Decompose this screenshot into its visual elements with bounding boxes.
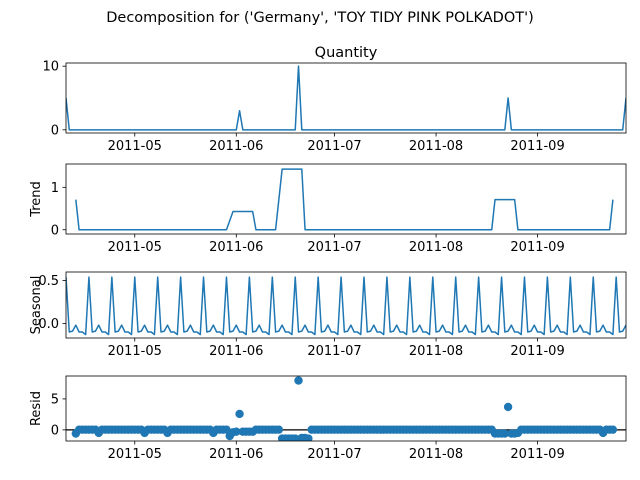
x-tick-label: 2011-08 bbox=[409, 344, 463, 359]
x-tick-label: 2011-07 bbox=[307, 447, 361, 462]
panel-title: Quantity bbox=[315, 45, 378, 61]
series-line bbox=[66, 65, 626, 131]
x-tick-label: 2011-09 bbox=[510, 240, 564, 255]
y-tick-label: 0 bbox=[51, 223, 59, 238]
panels: 2011-05 2011-06 2011-07 2011-08 2011-09010Qu… bbox=[29, 45, 627, 462]
x-tick-label: 2011-09 bbox=[510, 344, 564, 359]
series-group bbox=[66, 376, 626, 441]
resid-point bbox=[294, 376, 303, 385]
axes-frame bbox=[65, 271, 627, 339]
resid-point bbox=[503, 402, 513, 412]
y-tick-label: 0 bbox=[51, 423, 59, 438]
x-tick-label: 2011-07 bbox=[307, 240, 361, 255]
axes-frame bbox=[65, 375, 627, 442]
x-tick-label: 2011-06 bbox=[209, 344, 263, 359]
resid-point bbox=[291, 434, 300, 441]
x-tick-label: 2011-08 bbox=[409, 139, 463, 154]
panel-3: 2011-05 2011-06 2011-07 2011-08 2011-09 0 5 Res… bbox=[29, 375, 627, 462]
y-tick-label: 5 bbox=[51, 392, 59, 407]
series-group bbox=[66, 65, 626, 131]
resid-point bbox=[304, 434, 313, 441]
series-line bbox=[75, 168, 614, 231]
resid-point bbox=[608, 425, 618, 434]
x-tick-label: 2011-06 bbox=[209, 240, 263, 255]
x-tick-label: 2011-06 bbox=[209, 447, 263, 462]
x-tick-label: 2011-06 bbox=[209, 139, 263, 154]
x-tick-label: 2011-05 bbox=[108, 240, 162, 255]
x-tick-label: 2011-05 bbox=[108, 447, 162, 462]
x-tick-label: 2011-05 bbox=[108, 139, 162, 154]
resid-point bbox=[222, 425, 231, 434]
resid-point bbox=[232, 427, 241, 436]
y-tick-label: 1 bbox=[51, 181, 59, 196]
y-tick-label: 0 bbox=[51, 123, 59, 138]
y-axis-label: Seasonal bbox=[29, 276, 44, 335]
x-tick-label: 2011-08 bbox=[409, 447, 463, 462]
series-group bbox=[75, 168, 614, 231]
figure-title: Decomposition for ('Germany', 'TOY TIDY … bbox=[106, 10, 534, 26]
resid-point bbox=[274, 425, 284, 434]
panel-2: 2011-05 2011-06 2011-07 2011-08 2011-09 0.0 0.… bbox=[29, 271, 627, 359]
panel-1: 2011-05 2011-06 2011-07 2011-08 2011-09 0 1 Tre… bbox=[29, 163, 627, 255]
x-tick-label: 2011-09 bbox=[510, 139, 564, 154]
axes-frame bbox=[65, 62, 627, 134]
resid-point bbox=[235, 409, 244, 419]
x-tick-label: 2011-07 bbox=[307, 344, 361, 359]
x-tick-label: 2011-08 bbox=[409, 240, 463, 255]
x-tick-label: 2011-07 bbox=[307, 139, 361, 154]
x-tick-label: 2011-05 bbox=[108, 344, 162, 359]
axes-frame bbox=[65, 163, 627, 235]
series-group bbox=[66, 276, 626, 336]
resid-point bbox=[500, 429, 510, 438]
y-tick-label: 0.5 bbox=[38, 274, 59, 289]
panel-0: 2011-05 2011-06 2011-07 2011-08 2011-09 0 10 Qu… bbox=[42, 45, 627, 154]
y-tick-label: 10 bbox=[42, 60, 59, 75]
y-axis-label: Resid bbox=[29, 391, 44, 426]
y-axis-label: Trend bbox=[29, 181, 44, 218]
series-line bbox=[66, 276, 626, 336]
x-tick-label: 2011-09 bbox=[510, 447, 564, 462]
y-tick-label: 0.0 bbox=[38, 317, 59, 332]
